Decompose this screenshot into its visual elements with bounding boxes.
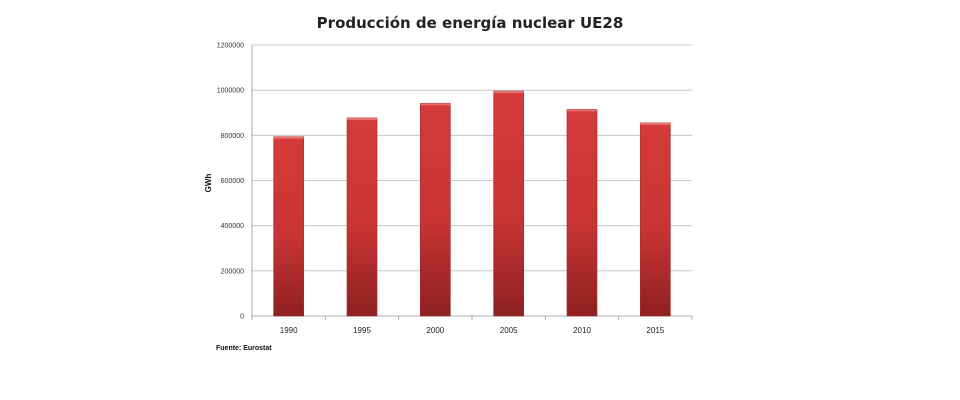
bar-1990	[273, 136, 304, 317]
y-axis-label: GWh	[204, 174, 213, 193]
x-tick-label: 1995	[353, 326, 371, 335]
y-tick-label: 600000	[221, 178, 244, 185]
bars	[273, 90, 671, 317]
bar-2000	[420, 102, 451, 317]
bar-2015	[640, 122, 671, 317]
x-tick-label: 2005	[500, 326, 518, 335]
bar-2005	[493, 90, 524, 317]
bar-top-highlight	[347, 117, 377, 120]
y-tick-label: 1200000	[217, 43, 244, 50]
y-tick-label: 0	[240, 314, 244, 321]
y-tick-labels: 0 200000 400000 600000 800000 1000000 1200000	[217, 43, 244, 321]
gridlines	[252, 44, 692, 272]
x-tick-label: 2010	[573, 326, 591, 335]
bar-1995	[346, 117, 378, 317]
y-tick-label: 200000	[221, 268, 244, 275]
y-tick-label: 800000	[221, 133, 244, 140]
x-tick-labels: 1990 1995 2000 2005 2010 2015	[280, 326, 665, 335]
source-note: Fuente: Eurostat	[216, 345, 272, 352]
bar-top-highlight	[640, 122, 671, 125]
bar-top-highlight	[493, 91, 524, 94]
x-tick-label: 2015	[646, 326, 664, 335]
x-tick-label: 1990	[280, 326, 298, 335]
axes	[251, 45, 693, 320]
bar-2010	[566, 109, 598, 317]
x-tick-label: 2000	[426, 326, 444, 335]
chart-title: Producción de energía nuclear UE28	[316, 14, 624, 32]
y-tick-label: 1000000	[217, 88, 244, 95]
bar-top-highlight	[273, 136, 304, 139]
bar-top-highlight	[567, 109, 597, 112]
y-tick-label: 400000	[221, 223, 244, 230]
bar-top-highlight	[420, 103, 451, 106]
